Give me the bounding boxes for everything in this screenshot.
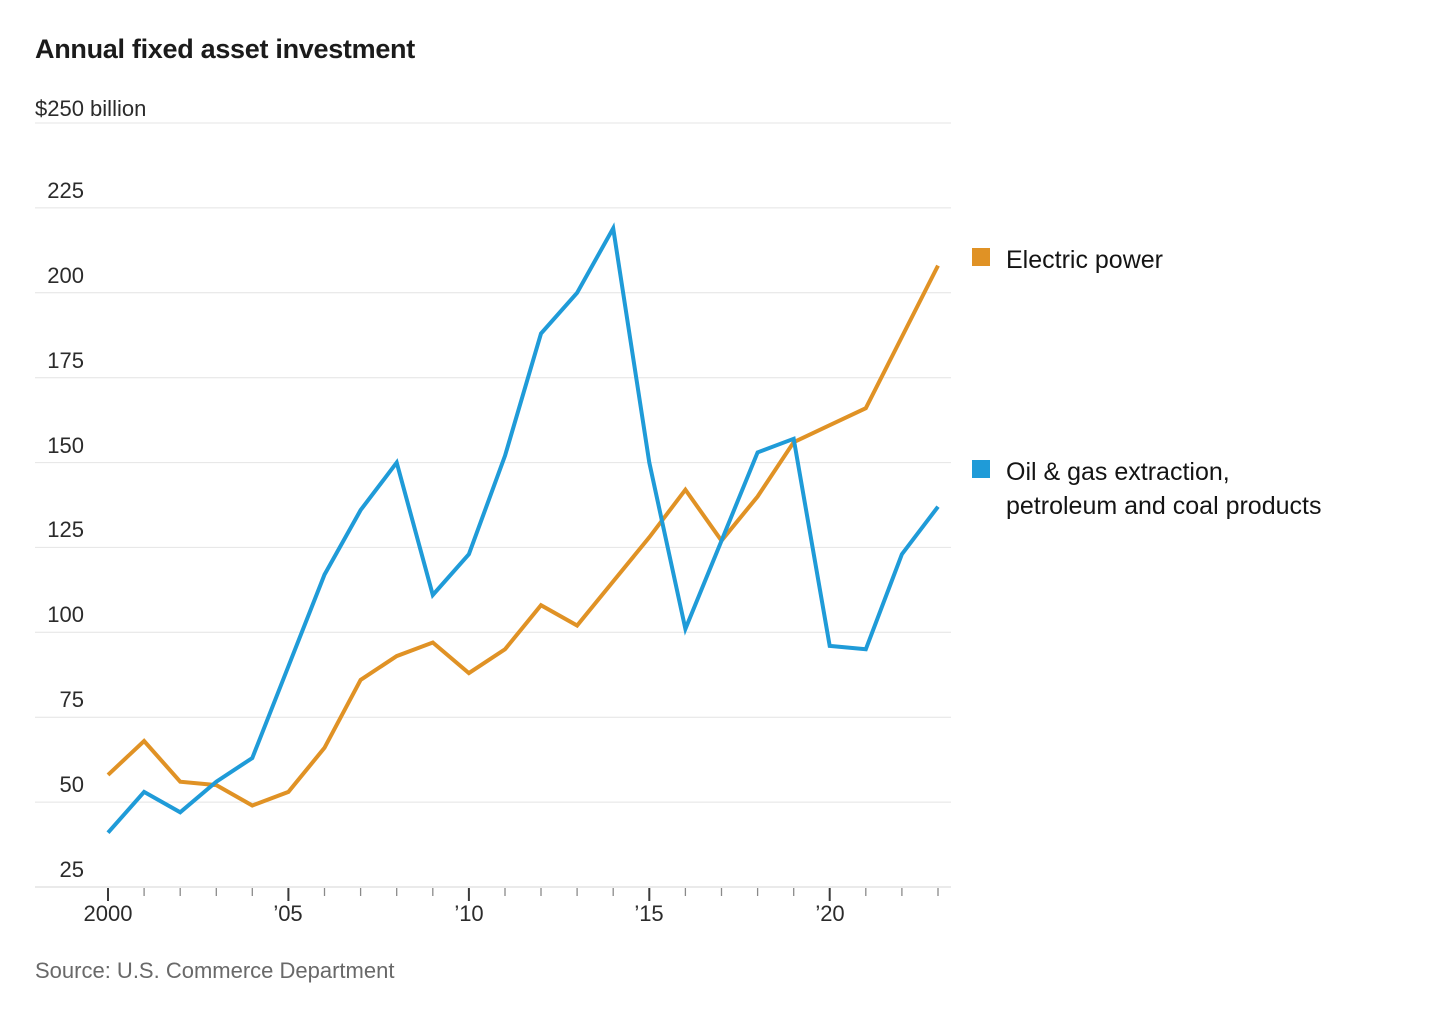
- y-axis-label-100: 100: [47, 602, 84, 627]
- y-axis-label-175: 175: [47, 348, 84, 373]
- y-axis-label-225: 225: [47, 178, 84, 203]
- x-axis-label-2005: ’05: [273, 901, 303, 926]
- y-axis-label-75: 75: [59, 687, 84, 712]
- legend-label: Electric power: [1006, 246, 1163, 274]
- y-axis-label-200: 200: [47, 263, 84, 288]
- y-axis-label-150: 150: [47, 433, 84, 458]
- y-axis-label-125: 125: [47, 517, 84, 542]
- x-axis-label-2010: ’10: [454, 901, 484, 926]
- data-lines: [106, 222, 940, 835]
- legend-label: Oil & gas extraction, petroleum and coal…: [1006, 458, 1322, 520]
- y-axis-unit-label: $250 billion: [35, 96, 147, 121]
- x-axis-label-2020: ’20: [815, 901, 845, 926]
- legend-item-electric-power: Electric power: [972, 243, 1163, 277]
- chart-title: Annual fixed asset investment: [35, 34, 415, 64]
- legend-swatch-icon: [972, 248, 990, 266]
- line-series-0: [106, 264, 940, 808]
- legend-swatch-icon: [972, 460, 990, 478]
- x-axis-ticks: [107, 888, 939, 901]
- gridlines: [35, 122, 951, 888]
- x-axis-label-2015: ’15: [634, 901, 664, 926]
- line-series-1: [106, 222, 940, 835]
- source-note: Source: U.S. Commerce Department: [35, 958, 395, 983]
- x-axis-label-2000: 2000: [83, 901, 133, 926]
- y-axis-label-25: 25: [59, 857, 84, 882]
- y-axis-label-50: 50: [59, 772, 84, 797]
- legend-item-oil-gas: Oil & gas extraction, petroleum and coal…: [972, 455, 1321, 523]
